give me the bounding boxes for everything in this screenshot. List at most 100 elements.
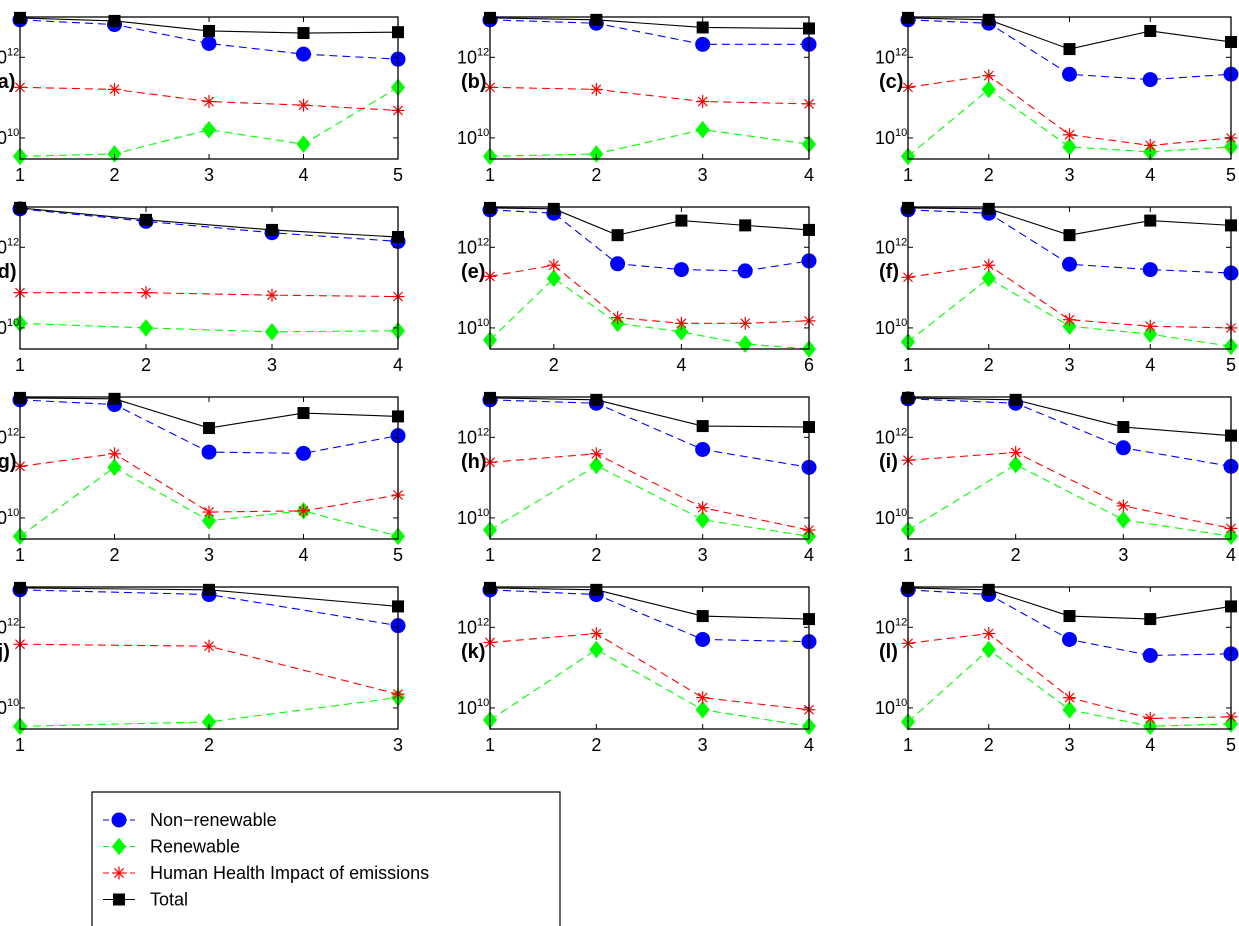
point-human_health bbox=[547, 258, 561, 272]
x-tick-label: 2 bbox=[204, 735, 214, 755]
point-total bbox=[1063, 610, 1076, 623]
point-human_health bbox=[982, 69, 996, 83]
legend-label-nonrenewable: Non−renewable bbox=[150, 810, 277, 830]
point-human_health bbox=[265, 288, 279, 302]
axes-frame bbox=[907, 396, 1232, 540]
point-renewable bbox=[107, 145, 122, 163]
y-tick-label: 1012 bbox=[0, 236, 19, 257]
point-total bbox=[203, 24, 215, 37]
panel-label: (g) bbox=[0, 451, 17, 473]
legend-marker-nonrenewable bbox=[111, 812, 127, 828]
series-line-nonrenewable bbox=[489, 399, 810, 468]
point-total bbox=[1063, 229, 1076, 242]
legend-label-renewable: Renewable bbox=[150, 837, 240, 857]
point-nonrenewable bbox=[737, 263, 753, 279]
series-line-human_health bbox=[19, 453, 399, 513]
x-tick-label: 4 bbox=[1145, 165, 1155, 185]
point-nonrenewable bbox=[201, 36, 217, 52]
x-tick-label: 1 bbox=[485, 735, 495, 755]
series-line-nonrenewable bbox=[489, 209, 810, 272]
point-renewable bbox=[589, 640, 604, 659]
x-tick-label: 2 bbox=[591, 735, 601, 755]
series-line-human_health bbox=[907, 75, 1232, 147]
point-human_health bbox=[696, 691, 710, 705]
y-tick-label: 1010 bbox=[875, 127, 907, 148]
point-renewable bbox=[1008, 455, 1023, 474]
x-tick-label: 3 bbox=[698, 165, 708, 185]
subplot-g: 1 2 3 4 5 1010 1012 (g) bbox=[0, 391, 406, 565]
point-human_health bbox=[982, 258, 996, 272]
x-tick-label: 3 bbox=[1118, 545, 1128, 565]
panel-label: (f) bbox=[879, 261, 899, 283]
point-total bbox=[1144, 613, 1157, 626]
point-nonrenewable bbox=[1062, 631, 1077, 647]
point-human_health bbox=[696, 95, 710, 109]
point-human_health bbox=[589, 82, 603, 96]
x-tick-label: 2 bbox=[984, 165, 994, 185]
x-tick-label: 2 bbox=[141, 355, 151, 375]
point-human_health bbox=[696, 501, 710, 515]
point-human_health bbox=[202, 95, 216, 109]
panel-label: (a) bbox=[0, 71, 15, 93]
point-renewable bbox=[695, 510, 710, 529]
point-total bbox=[1144, 214, 1157, 227]
point-nonrenewable bbox=[296, 445, 311, 461]
panel-label: (j) bbox=[0, 641, 10, 663]
point-human_health bbox=[1143, 138, 1157, 152]
point-nonrenewable bbox=[1062, 66, 1077, 82]
point-human_health bbox=[297, 98, 310, 112]
series-line-total bbox=[489, 397, 810, 428]
y-tick-label: 1012 bbox=[457, 616, 489, 637]
point-human_health bbox=[108, 447, 121, 461]
y-tick-label: 1010 bbox=[457, 507, 489, 528]
point-nonrenewable bbox=[1142, 647, 1158, 663]
point-renewable bbox=[201, 120, 217, 139]
point-human_health bbox=[1063, 128, 1076, 142]
series-line-nonrenewable bbox=[907, 398, 1232, 467]
legend-marker-human_health bbox=[112, 866, 126, 880]
series-line-human_health bbox=[20, 292, 399, 298]
point-nonrenewable bbox=[1142, 262, 1158, 278]
x-tick-label: 3 bbox=[393, 735, 403, 755]
x-tick-label: 1 bbox=[903, 545, 913, 565]
series-line-nonrenewable bbox=[19, 208, 399, 242]
y-tick-label: 1010 bbox=[0, 697, 19, 718]
axes-frame bbox=[489, 396, 810, 540]
point-renewable bbox=[201, 511, 217, 530]
x-tick-label: 4 bbox=[393, 355, 403, 375]
x-tick-label: 1 bbox=[485, 165, 495, 185]
series-line-human_health bbox=[907, 451, 1232, 529]
point-human_health bbox=[982, 627, 996, 641]
y-tick-label: 1012 bbox=[875, 236, 907, 257]
x-tick-label: 2 bbox=[591, 545, 601, 565]
x-tick-label: 4 bbox=[298, 165, 308, 185]
point-human_health bbox=[202, 639, 216, 653]
series-line-renewable bbox=[907, 463, 1232, 537]
subplot-c: 1 2 3 4 5 1010 1012 (c) bbox=[875, 11, 1239, 185]
point-total bbox=[1063, 43, 1076, 56]
y-tick-label: 1010 bbox=[457, 697, 489, 718]
point-human_health bbox=[1143, 319, 1157, 333]
point-renewable bbox=[695, 120, 710, 139]
series-line-renewable bbox=[19, 322, 399, 333]
y-tick-label: 1010 bbox=[0, 127, 19, 148]
x-tick-label: 4 bbox=[1145, 735, 1155, 755]
x-tick-label: 1 bbox=[903, 165, 913, 185]
point-total bbox=[1117, 421, 1130, 434]
series-line-human_health bbox=[489, 86, 810, 105]
point-total bbox=[696, 420, 709, 433]
point-renewable bbox=[1062, 138, 1077, 156]
y-tick-label: 1010 bbox=[875, 697, 907, 718]
x-tick-label: 3 bbox=[1064, 735, 1074, 755]
axes-frame bbox=[489, 206, 810, 350]
y-tick-label: 1012 bbox=[457, 426, 489, 447]
y-tick-label: 1012 bbox=[457, 46, 489, 67]
x-tick-label: 4 bbox=[1145, 355, 1155, 375]
legend-marker-total bbox=[113, 893, 125, 906]
y-tick-label: 1012 bbox=[875, 46, 907, 67]
panel-label: (c) bbox=[879, 71, 903, 93]
series-line-human_health bbox=[907, 264, 1232, 329]
series-line-nonrenewable bbox=[19, 19, 399, 60]
x-tick-label: 1 bbox=[15, 165, 25, 185]
